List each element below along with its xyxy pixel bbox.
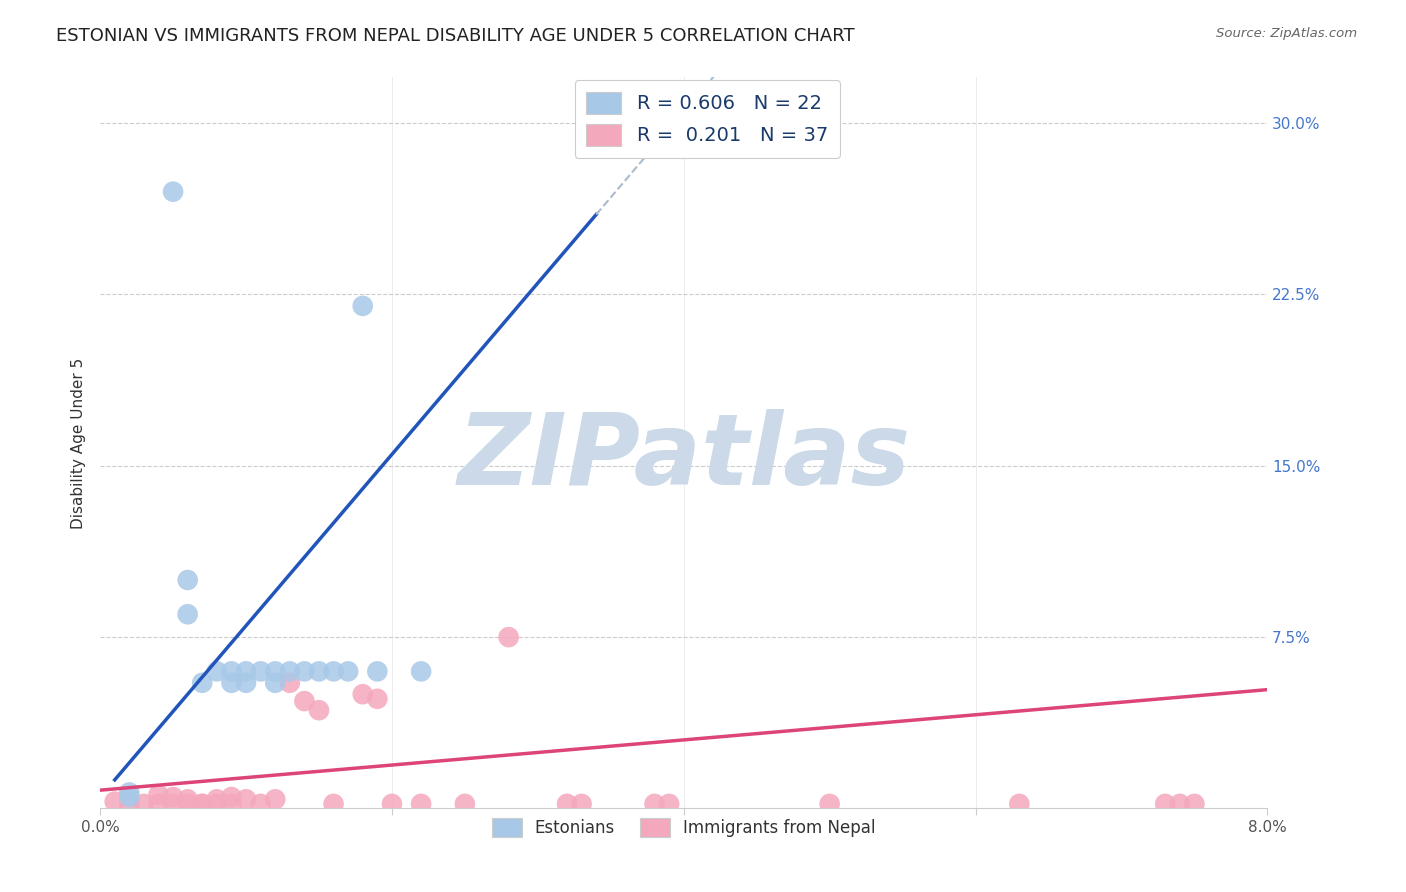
Point <box>205 792 228 806</box>
Point <box>235 792 257 806</box>
Y-axis label: Disability Age Under 5: Disability Age Under 5 <box>72 358 86 529</box>
Point <box>352 687 374 701</box>
Point <box>818 797 841 811</box>
Point <box>148 788 170 802</box>
Point <box>571 797 593 811</box>
Point <box>176 797 198 811</box>
Point <box>644 797 666 811</box>
Point <box>118 797 141 811</box>
Point <box>322 665 344 679</box>
Point <box>221 675 243 690</box>
Text: ZIPatlas: ZIPatlas <box>457 409 910 506</box>
Point <box>292 694 315 708</box>
Point <box>249 797 271 811</box>
Point <box>264 792 287 806</box>
Point <box>411 797 433 811</box>
Point <box>278 665 301 679</box>
Point <box>555 797 578 811</box>
Point <box>498 630 520 644</box>
Point <box>1154 797 1177 811</box>
Point <box>235 675 257 690</box>
Point <box>235 665 257 679</box>
Text: ESTONIAN VS IMMIGRANTS FROM NEPAL DISABILITY AGE UNDER 5 CORRELATION CHART: ESTONIAN VS IMMIGRANTS FROM NEPAL DISABI… <box>56 27 855 45</box>
Point <box>162 797 184 811</box>
Point <box>454 797 477 811</box>
Point <box>249 665 271 679</box>
Point <box>176 573 198 587</box>
Point <box>221 790 243 805</box>
Point <box>148 797 170 811</box>
Point <box>132 797 155 811</box>
Point <box>205 665 228 679</box>
Point <box>1008 797 1031 811</box>
Point <box>1182 797 1205 811</box>
Point <box>191 675 214 690</box>
Point <box>191 797 214 811</box>
Point <box>278 675 301 690</box>
Point <box>191 797 214 811</box>
Point <box>104 795 127 809</box>
Point <box>366 691 388 706</box>
Point <box>264 675 287 690</box>
Point <box>205 797 228 811</box>
Point <box>162 790 184 805</box>
Point <box>322 797 344 811</box>
Point <box>176 792 198 806</box>
Legend: Estonians, Immigrants from Nepal: Estonians, Immigrants from Nepal <box>485 812 883 844</box>
Point <box>221 797 243 811</box>
Point <box>118 790 141 805</box>
Point <box>308 703 330 717</box>
Text: Source: ZipAtlas.com: Source: ZipAtlas.com <box>1216 27 1357 40</box>
Point <box>176 607 198 622</box>
Point <box>118 785 141 799</box>
Point <box>337 665 360 679</box>
Point <box>264 665 287 679</box>
Point <box>366 665 388 679</box>
Point <box>658 797 681 811</box>
Point <box>352 299 374 313</box>
Point <box>411 665 433 679</box>
Point <box>381 797 404 811</box>
Point <box>1168 797 1191 811</box>
Point <box>162 185 184 199</box>
Point <box>292 665 315 679</box>
Point <box>308 665 330 679</box>
Point <box>221 665 243 679</box>
